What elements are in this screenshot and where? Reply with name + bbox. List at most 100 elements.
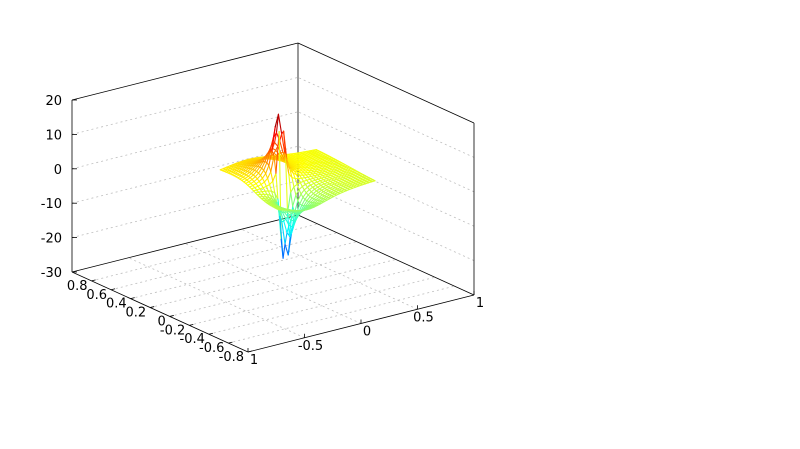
surface-mesh-line [304,183,308,188]
surface-mesh-line [247,182,252,186]
axis-box-edge [71,214,299,273]
surface-mesh-line [270,137,274,147]
surface-mesh-line [249,184,254,188]
surface-mesh-line [283,211,289,218]
surface-mesh-line [280,210,285,222]
tick-labels: 20100-10-20-300.80.60.40.20-0.2-0.4-0.6-… [41,94,484,368]
surface-mesh-line [288,224,293,228]
surface-mesh-line [272,147,277,151]
surface-mesh-line [257,167,263,174]
x-tick-mark [189,323,194,326]
surface-mesh-line [292,172,296,180]
floor-grid-line [130,241,357,300]
surface-mesh-line [248,178,253,183]
surface-mesh-line [317,197,322,201]
surface-mesh-line [270,155,275,173]
surface-mesh-line [292,194,297,207]
surface-mesh-line [303,186,308,191]
y-tick-label: 0 [363,325,371,340]
surface-mesh-line [272,172,277,182]
surface-mesh-line [283,220,288,234]
back-wall-grid-line [297,111,475,193]
surface-mesh-line [323,189,328,193]
surface-mesh-line [263,162,268,171]
surface-mesh-line [240,173,245,177]
surface-mesh-line [253,178,258,182]
x-tick-mark [111,288,116,291]
surface-mesh-line [303,205,309,210]
surface-mesh-line [319,186,324,190]
surface-mesh-line [319,191,325,195]
z-tick-label: 10 [45,128,62,143]
surface-mesh-line [284,232,288,245]
surface-mesh-line [310,198,315,203]
surface-mesh-line [309,202,314,207]
surface-mesh-line [267,171,272,179]
y-tick-label: 1 [250,353,258,368]
surface-mesh-line [271,150,275,157]
back-wall-grid-line [71,180,299,238]
back-wall-grid-line [71,145,299,204]
y-tick-label: 1 [476,296,484,311]
x-tick-mark [228,341,233,344]
surface-mesh-line [290,186,295,193]
surface-mesh-line [250,169,256,175]
surface-mesh-line [267,190,271,196]
surface-mesh-line [260,181,265,185]
surface-mesh-line [315,196,320,201]
surface-mesh-line [232,162,237,166]
surface-mesh-line [269,183,273,192]
surface-mesh-line [287,216,292,221]
surface-mesh-line [315,183,320,186]
surface-mesh-line [305,189,310,194]
surface-mesh-line [316,193,321,197]
surface-mesh-line [302,180,307,185]
surface-mesh-line [219,167,225,171]
surface-mesh-line [258,180,262,185]
surface-mesh-line [314,191,320,196]
surface-mesh-line [308,186,314,191]
surface-mesh-line [226,165,231,168]
surface-mesh-line [265,164,270,175]
surface-mesh-line [264,190,268,195]
surface-mesh-line [312,199,317,204]
surface-mesh-line [298,189,302,195]
z-tick-label: 20 [45,94,62,109]
surface-mesh-line [275,131,280,174]
surface-mesh-line [256,174,262,180]
surface-mesh-line [261,177,265,183]
surface-mesh-line [286,224,290,234]
surface-mesh-line [294,177,298,185]
surface-mesh-line [301,205,307,211]
surface-mesh-line [304,194,309,200]
surface-mesh-line [258,177,264,182]
surface-mesh-line [293,186,297,196]
surface-mesh-line [254,172,260,178]
surface-mesh-line [261,161,266,169]
surface-mesh-line [246,177,251,181]
surface-mesh-line [321,192,327,196]
y-tick-label: -0.5 [298,339,323,354]
surface-mesh-line [275,145,279,151]
axis-box-edge [71,271,249,353]
x-tick-mark [208,332,213,335]
surface-mesh-line [259,161,264,168]
surface-mesh-line [315,188,321,192]
x-tick-mark [130,297,135,300]
surface-mesh-line [265,183,271,187]
surface-mesh-line [285,218,290,226]
surface-mesh-line [313,195,318,200]
surface-mesh-line [277,113,283,135]
floor-grid-line [208,276,435,335]
surface-mesh-line [243,179,248,183]
back-wall-grid-line [297,77,475,158]
x-tick-mark [169,315,174,317]
x-tick-label: 0.2 [126,306,147,321]
surface-mesh-line [259,169,265,176]
surface-mesh-line [281,221,286,245]
surface-mesh-line [273,152,278,157]
surface-mesh-line [263,181,267,187]
surface-mesh-line [297,177,301,184]
surface-mesh-line [254,185,259,189]
